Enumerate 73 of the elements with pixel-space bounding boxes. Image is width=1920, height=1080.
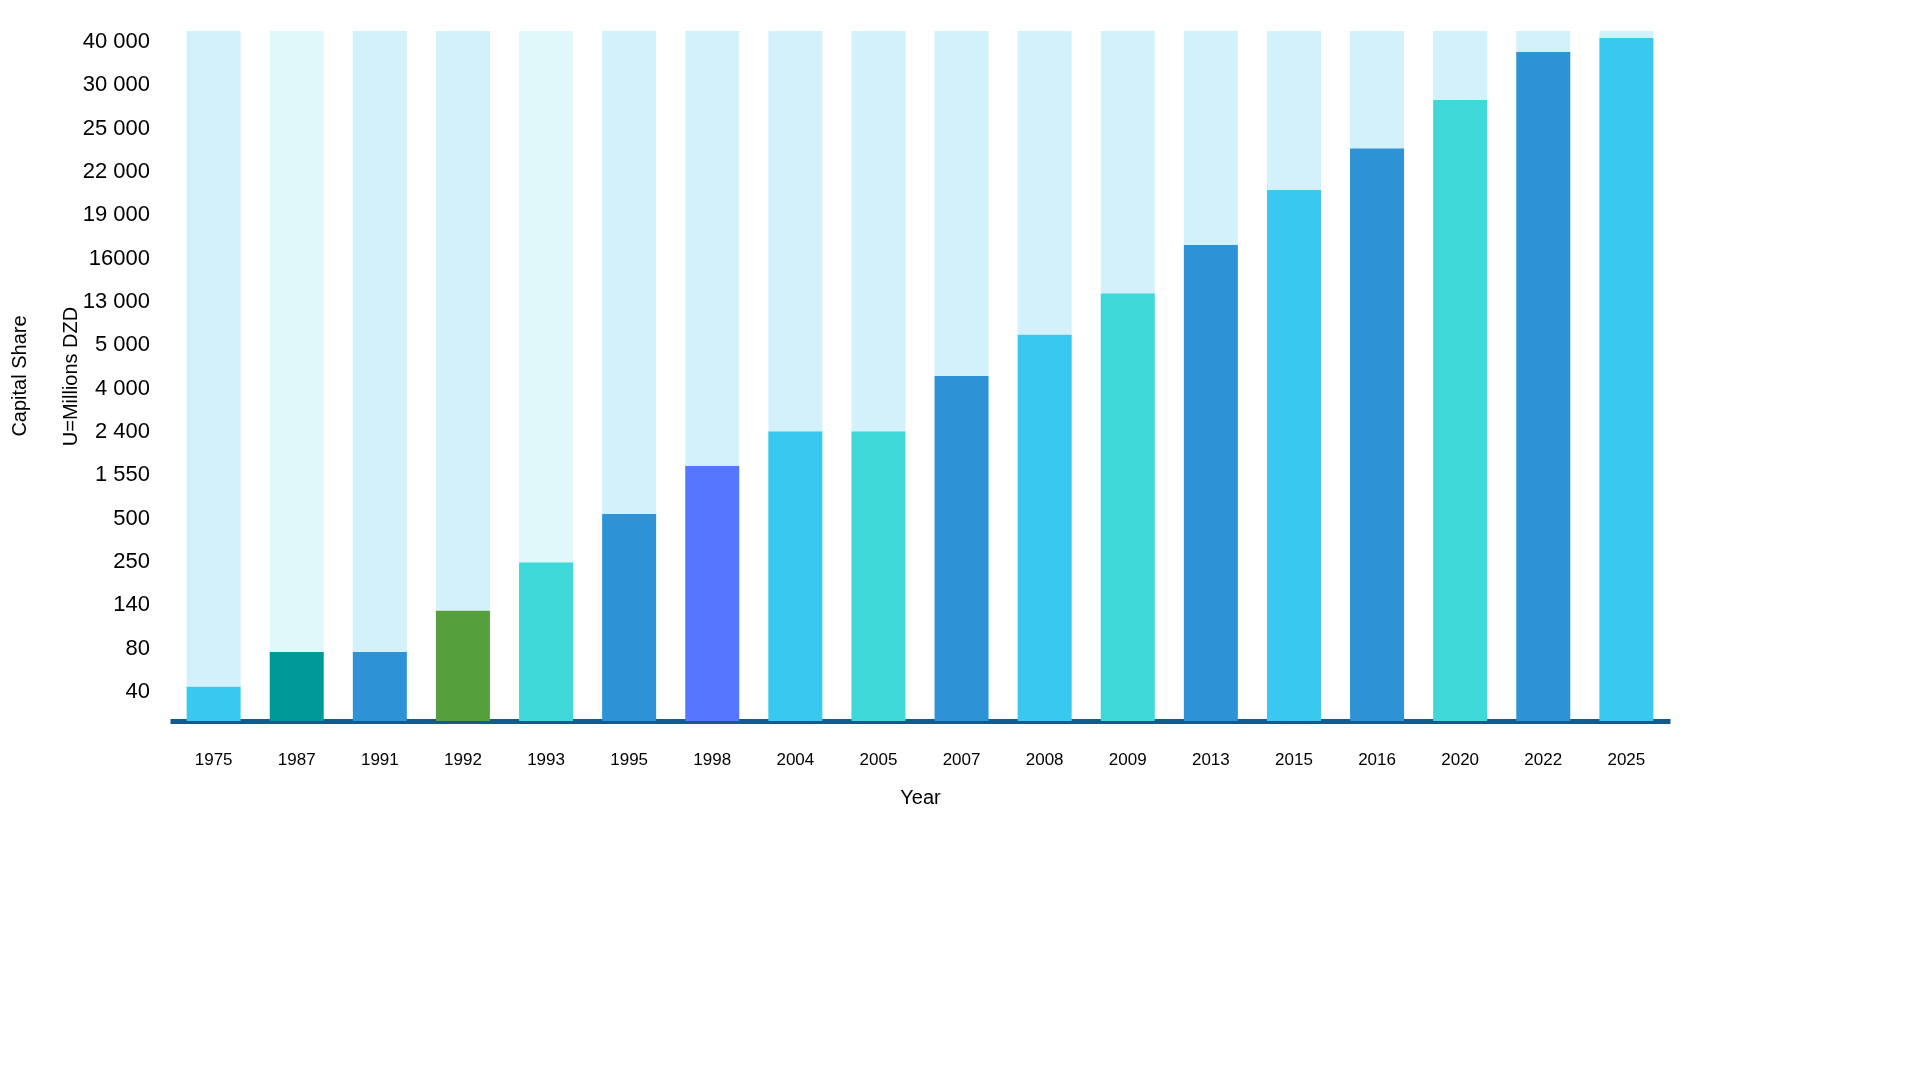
bar (269, 31, 324, 652)
bar (1350, 148, 1405, 721)
bar (1183, 244, 1238, 721)
bar (435, 610, 490, 721)
text: 5 000 (94, 331, 150, 357)
text: 140 (113, 591, 150, 617)
bar (1433, 100, 1488, 721)
x-tick-label: 2009 (1108, 749, 1147, 769)
text: 1 550 (94, 461, 150, 487)
x-tick-label: 1993 (527, 749, 565, 769)
bar (1100, 31, 1155, 294)
bar (1599, 37, 1654, 721)
bar (685, 465, 740, 721)
x-tick-label: 2004 (776, 749, 815, 769)
bar (851, 431, 906, 721)
text: 25 000 (82, 114, 150, 140)
bar (186, 31, 241, 687)
text: 16000 (88, 244, 150, 270)
text: 250 (113, 548, 150, 573)
x-tick-label: 1991 (360, 749, 399, 769)
text: Capital Share (8, 315, 30, 437)
bar (1266, 31, 1321, 190)
bar (1433, 31, 1488, 100)
x-axis-title: Year (900, 785, 942, 808)
bar (1183, 31, 1238, 245)
text: 30 000 (82, 71, 150, 97)
bar (768, 431, 823, 721)
x-tick-label: 2020 (1441, 749, 1480, 769)
text: 19 000 (82, 201, 150, 227)
bar (519, 31, 574, 563)
bar (1516, 51, 1571, 721)
bar (186, 686, 241, 721)
x-tick-label: 2025 (1607, 749, 1646, 769)
bar (1017, 334, 1072, 721)
bar (352, 31, 407, 652)
bar (1266, 189, 1321, 721)
bar (1350, 31, 1405, 149)
bar (602, 31, 657, 514)
x-tick-label: 2005 (859, 749, 898, 769)
text: 500 (113, 504, 150, 530)
y-axis-title: U=Millions DZD (58, 306, 81, 447)
x-tick-label: 2007 (942, 749, 981, 769)
bar (934, 31, 989, 376)
x-tick-label: 1998 (693, 749, 732, 769)
bar (1017, 31, 1072, 335)
bar (1599, 31, 1654, 38)
text: 13 000 (82, 288, 150, 313)
bar (269, 652, 324, 721)
text: 40 (125, 678, 150, 703)
bar (934, 376, 989, 721)
text: 80 (125, 634, 150, 660)
text: 2 400 (94, 418, 150, 443)
text: 40 000 (82, 28, 150, 53)
x-tick-label: 2022 (1524, 749, 1563, 769)
bar (352, 652, 407, 721)
bar (435, 31, 490, 611)
text: 22 000 (82, 158, 150, 183)
x-tick-label: 1987 (277, 749, 316, 769)
x-tick-label: 1995 (610, 749, 649, 769)
x-tick-label: 2015 (1275, 749, 1313, 769)
bar (602, 514, 657, 721)
x-tick-label: 1975 (194, 749, 233, 769)
x-tick-label: 1992 (444, 749, 482, 769)
x-tick-label: 2008 (1025, 749, 1064, 769)
bar (768, 31, 823, 432)
bar (685, 31, 740, 466)
x-tick-label: 2016 (1358, 749, 1396, 769)
x-tick-label: 2013 (1191, 749, 1230, 769)
text: 4 000 (94, 374, 150, 400)
bar (519, 562, 574, 721)
bar (851, 31, 906, 432)
bar (1516, 31, 1571, 52)
bar (1100, 293, 1155, 721)
